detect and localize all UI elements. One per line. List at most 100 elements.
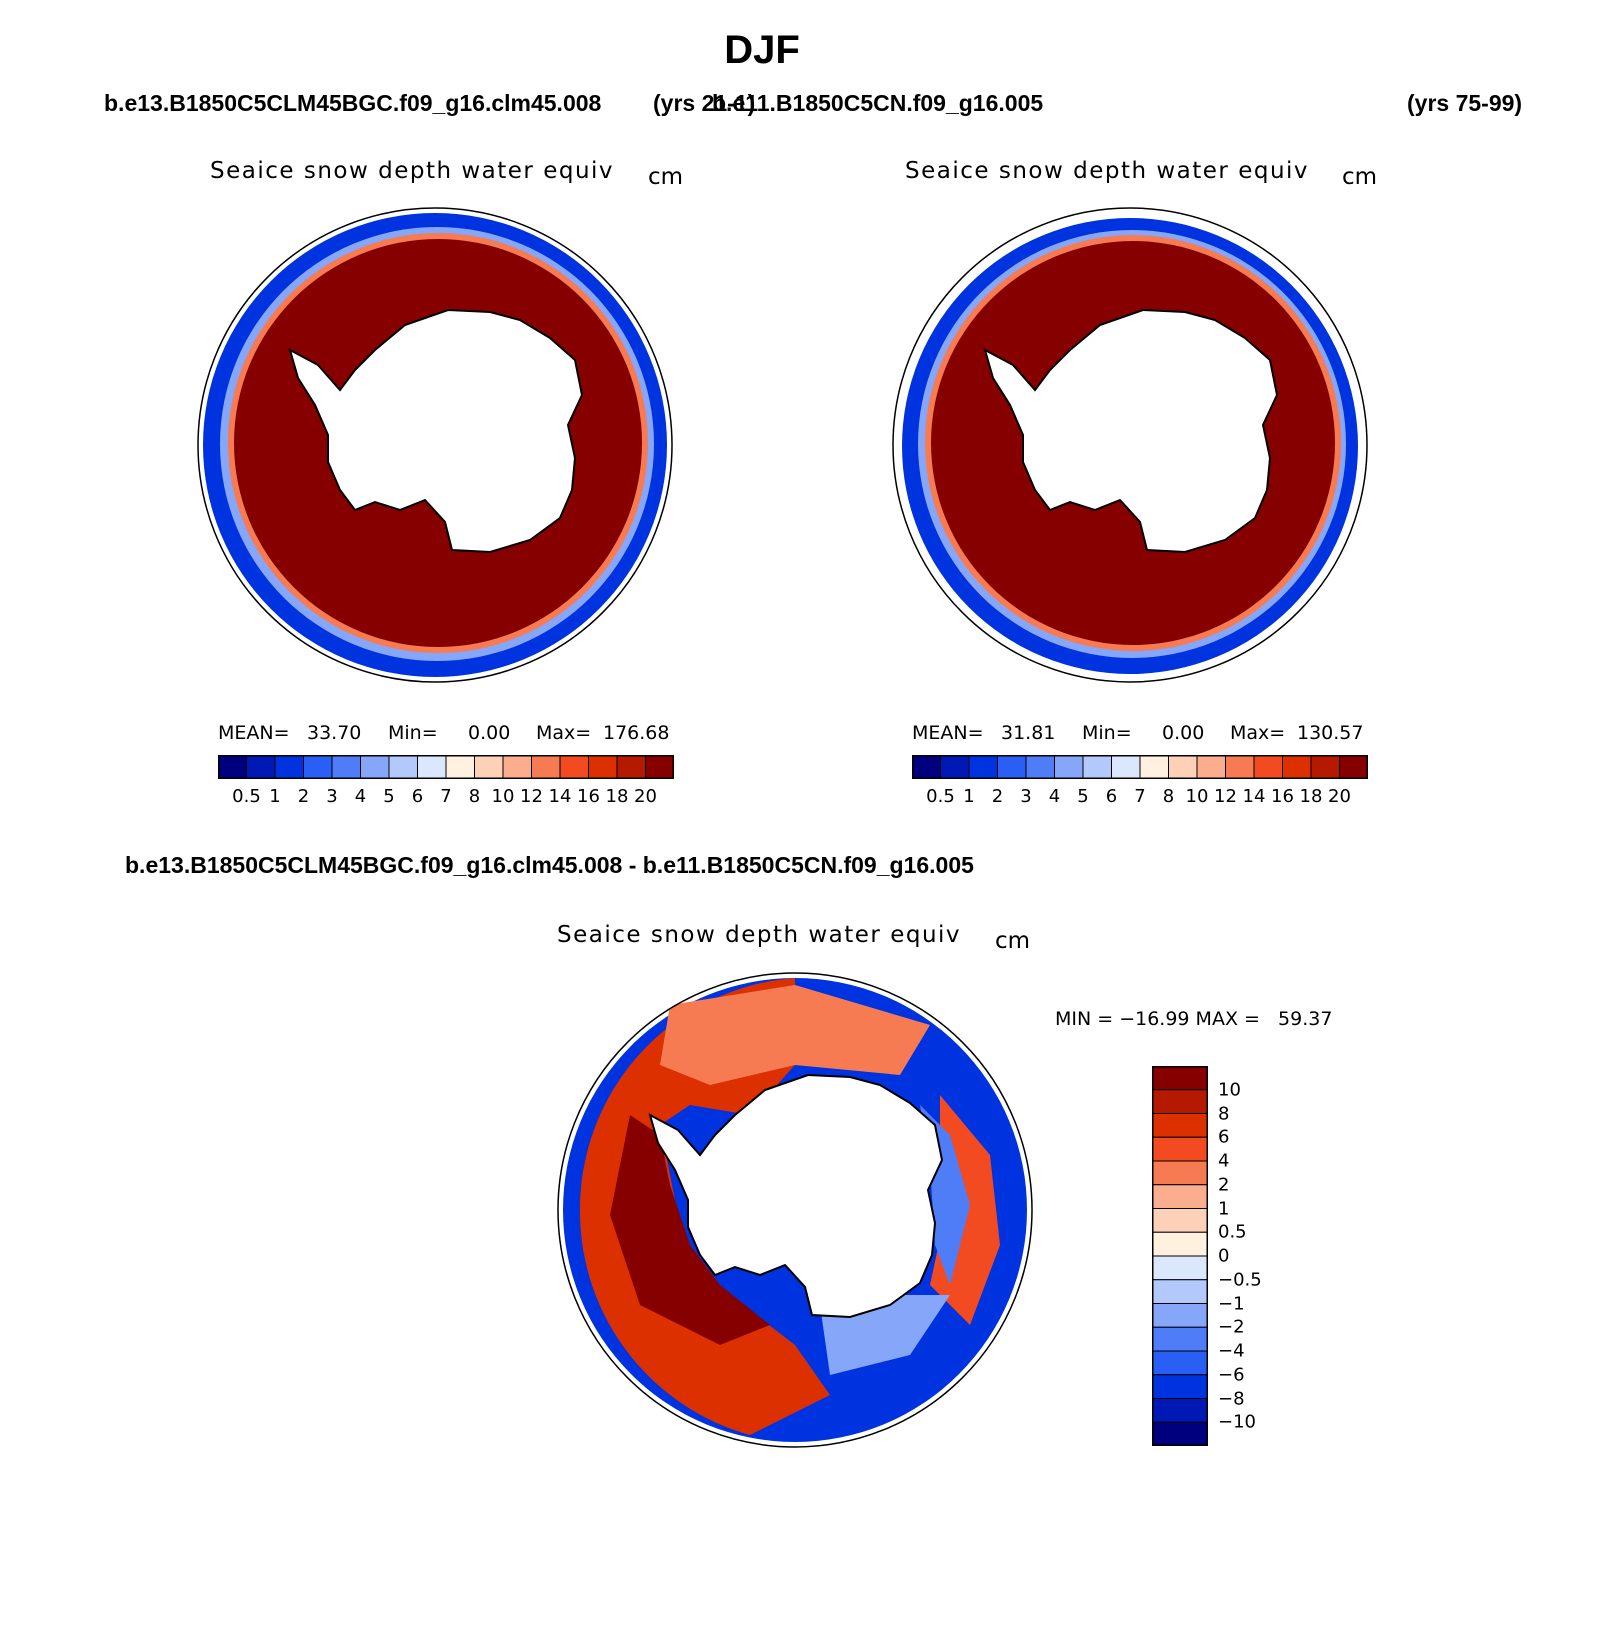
colorbar-segment <box>645 755 674 779</box>
colorbar-segment <box>1196 755 1226 779</box>
panel2-tick: 18 <box>1299 786 1323 807</box>
panel2-tick: 2 <box>991 786 1004 807</box>
panel1-tick: 4 <box>354 786 367 807</box>
colorbar-segment <box>912 755 941 779</box>
colorbar-segment <box>474 755 504 779</box>
main-title: DJF <box>724 28 800 72</box>
colorbar-segment <box>1152 1089 1208 1114</box>
colorbar-segment <box>1152 1208 1208 1233</box>
panel3-tick: 8 <box>1218 1103 1230 1124</box>
panel3-tick: 0 <box>1218 1245 1230 1267</box>
colorbar-segment <box>968 755 998 779</box>
panel3-tick: −0.5 <box>1218 1269 1262 1291</box>
panel3-tick: 6 <box>1218 1126 1230 1148</box>
colorbar-segment <box>1152 1279 1208 1304</box>
colorbar-segment <box>1282 755 1312 779</box>
colorbar-segment <box>331 755 361 779</box>
panel1-title: Seaice snow depth water equiv <box>210 158 615 184</box>
colorbar-segment <box>417 755 447 779</box>
panel1-map-border <box>197 207 673 683</box>
colorbar-segment <box>502 755 532 779</box>
case1-name: b.e13.B1850C5CLM45BGC.f09_g16.clm45.008 <box>104 90 602 116</box>
panel3-antarctica <box>648 1073 944 1319</box>
panel3-tick: −1 <box>1218 1293 1245 1314</box>
colorbar-segment <box>274 755 304 779</box>
panel3-tick: 1 <box>1218 1198 1230 1219</box>
colorbar-segment <box>1111 755 1141 779</box>
colorbar-segment <box>1152 1421 1208 1446</box>
colorbar-segment <box>997 755 1027 779</box>
colorbar-segment <box>1152 1374 1208 1399</box>
colorbar-segment <box>218 755 247 779</box>
colorbar-border <box>218 755 674 779</box>
panel1-tick: 16 <box>577 786 600 807</box>
colorbar-segment <box>1152 1255 1208 1281</box>
panel1-tick: 12 <box>520 786 543 807</box>
panel3-map-border <box>557 972 1033 1448</box>
panel3-map <box>557 972 1033 1448</box>
panel2-units: cm <box>1342 164 1378 190</box>
panel1-colorbar-ticks: 0.5 1 2 3 4 5 6 7 8 10 12 14 16 18 20 <box>218 786 674 808</box>
colorbar-segment <box>1310 755 1340 779</box>
panel2-tick: 20 <box>1328 786 1351 807</box>
panel3-colorbar <box>1152 1066 1208 1446</box>
colorbar-segment <box>246 755 276 779</box>
panel3-tick: −2 <box>1218 1316 1245 1338</box>
panel1-max-value: 176.68 <box>603 722 670 744</box>
panel2-tick: 7 <box>1134 786 1146 807</box>
panel2-tick: 10 <box>1185 786 1209 807</box>
panel3-tick: 4 <box>1218 1150 1230 1172</box>
colorbar-segment <box>1082 755 1112 779</box>
colorbar-segment <box>1152 1066 1208 1091</box>
colorbar-segment <box>531 755 561 779</box>
panel2-map-border <box>892 207 1368 683</box>
colorbar-border <box>912 755 1368 779</box>
colorbar-segment <box>940 755 970 779</box>
panel3-tick: −4 <box>1218 1340 1245 1362</box>
colorbar-segment <box>1152 1231 1208 1257</box>
panel1-tick: 0.5 <box>232 786 261 807</box>
panel2-tick: 0.5 <box>926 786 955 807</box>
panel1-antarctica <box>288 308 584 554</box>
colorbar-segment <box>360 755 390 779</box>
panel1-map <box>197 207 673 683</box>
colorbar-segment <box>1152 1184 1208 1209</box>
panel2-tick: 5 <box>1077 786 1089 807</box>
panel1-colorbar <box>218 755 674 779</box>
panel3-colorbar-ticks: 10 8 6 4 2 1 0.5 0 −0.5 −1 −2 −4 −6 −8 −… <box>1218 1066 1298 1446</box>
colorbar-segment <box>388 755 418 779</box>
panel3-tick: −8 <box>1218 1388 1245 1409</box>
panel1-tick: 14 <box>548 786 572 807</box>
panel1-tick: 8 <box>468 786 481 807</box>
colorbar-segment <box>1152 1136 1208 1162</box>
panel1-mean-value: 33.70 <box>307 722 362 744</box>
colorbar-segment <box>1152 1350 1208 1376</box>
panel3-tick: −10 <box>1218 1411 1256 1433</box>
panel1-tick: 20 <box>634 786 657 807</box>
panel1-tick: 5 <box>383 786 395 807</box>
colorbar-segment <box>588 755 618 779</box>
case2-years: (yrs 75-99) <box>1407 90 1523 116</box>
panel3-positive-north <box>660 985 930 1085</box>
colorbar-segment <box>559 755 589 779</box>
colorbar-segment <box>445 755 475 779</box>
panel2-tick: 1 <box>963 786 975 807</box>
case1-years: (yrs 21-1) <box>653 90 756 116</box>
colorbar-segment <box>1152 1303 1208 1328</box>
panel1-mean-label: MEAN= <box>218 722 290 744</box>
colorbar-segment <box>616 755 646 779</box>
panel2-min-label: Min= <box>1082 722 1132 744</box>
colorbar-segment <box>1152 1160 1208 1186</box>
panel3-tick: −6 <box>1218 1364 1245 1386</box>
diff-title: b.e13.B1850C5CLM45BGC.f09_g16.clm45.008 … <box>125 852 974 878</box>
panel2-tick: 3 <box>1020 786 1032 807</box>
panel3-positive-inner-west <box>610 1115 770 1345</box>
colorbar-segment <box>1139 755 1169 779</box>
case2-name: b.e11.B1850C5CN.f09_g16.005 <box>712 90 1044 116</box>
panel3-tick: 2 <box>1218 1174 1230 1196</box>
colorbar-segment <box>303 755 333 779</box>
panel3-tick: 0.5 <box>1218 1221 1247 1243</box>
panel1-min-label: Min= <box>388 722 438 744</box>
panel1-tick: 6 <box>411 786 424 807</box>
panel2-mean-label: MEAN= <box>912 722 984 744</box>
